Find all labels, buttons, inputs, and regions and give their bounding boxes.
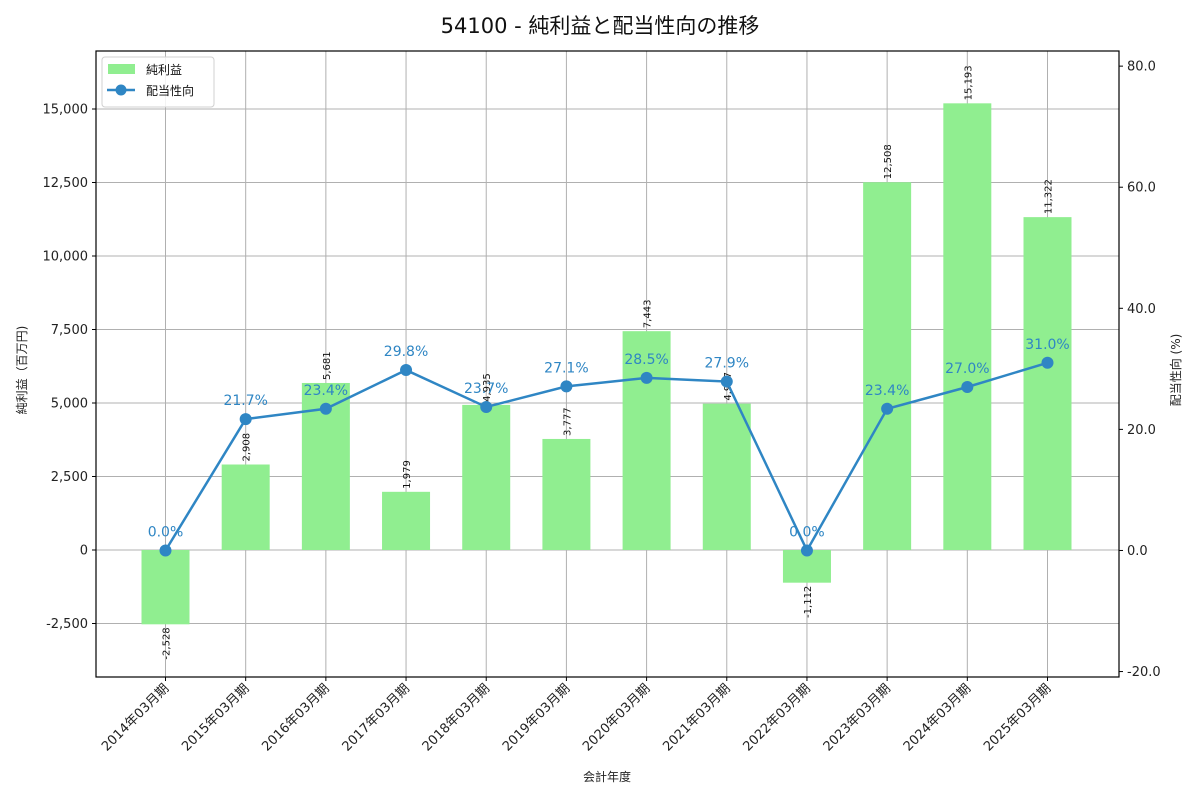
tick-label-category: 2020年03月期	[580, 681, 653, 754]
bar-value-label: 2,908	[242, 433, 253, 462]
bar-value-label: 5,681	[322, 351, 333, 380]
bar-value-label: 4,935	[482, 373, 493, 402]
legend-label-net-income: 純利益	[146, 63, 182, 77]
tick-label-category: 2024年03月期	[901, 681, 974, 754]
payout-ratio-marker	[560, 380, 573, 393]
bar-value-label: -2,528	[162, 627, 173, 659]
tick-label-category: 2016年03月期	[259, 681, 332, 754]
payout-ratio-marker	[400, 364, 413, 377]
tick-label-category: 2023年03月期	[821, 681, 894, 754]
payout-ratio-marker	[720, 375, 733, 388]
payout-ratio-label: 21.7%	[223, 393, 267, 409]
tick-label-left: 12,500	[43, 176, 89, 191]
tick-label-right: -20.0	[1127, 665, 1161, 680]
legend-marker-icon	[115, 84, 127, 96]
bar-value-label: 11,322	[1044, 179, 1055, 214]
payout-ratio-marker	[480, 400, 493, 413]
payout-ratio-line	[164, 361, 1048, 554]
y-axis-title-right: 配当性向 (%)	[1168, 334, 1183, 407]
payout-ratio-label: 23.7%	[464, 381, 508, 397]
payout-ratio-marker	[159, 544, 172, 557]
bar-net-income	[221, 464, 270, 550]
payout-ratio-marker	[961, 381, 974, 394]
bar-value-label: 3,777	[562, 407, 573, 436]
bar-net-income	[863, 182, 912, 550]
bar-net-income	[382, 491, 431, 550]
legend-label-payout-ratio: 配当性向	[146, 83, 194, 98]
payout-ratio-marker	[319, 402, 332, 415]
payout-ratio-label: 23.4%	[304, 383, 348, 399]
tick-label-right: 0.0	[1127, 544, 1148, 559]
tick-label-left: 2,500	[51, 470, 88, 485]
bar-value-label: 12,508	[883, 144, 894, 179]
tick-label-left: -2,500	[46, 617, 88, 632]
bar-net-income	[1023, 217, 1072, 550]
tick-label-category: 2015年03月期	[179, 681, 252, 754]
tick-label-right: 20.0	[1127, 423, 1156, 438]
bar-value-label: 15,193	[963, 65, 974, 100]
payout-ratio-label: 27.0%	[945, 361, 989, 377]
legend-bar-swatch-icon	[108, 64, 135, 74]
payout-ratio-marker	[800, 544, 813, 557]
payout-ratio-label: 29.8%	[384, 344, 428, 360]
bar-net-income	[462, 404, 511, 550]
tick-label-category: 2017年03月期	[340, 681, 413, 754]
payout-ratio-marker	[881, 402, 894, 415]
payout-ratio-label: 27.9%	[705, 356, 749, 372]
payout-ratio-marker	[640, 371, 653, 384]
payout-ratio-label: 31.0%	[1025, 337, 1069, 353]
payout-ratio-marker	[1041, 356, 1054, 369]
tick-label-right: 40.0	[1127, 302, 1156, 317]
bar-net-income	[943, 103, 992, 550]
bar-value-label: 7,443	[643, 300, 654, 329]
tick-label-category: 2022年03月期	[740, 681, 813, 754]
payout-ratio-label: 23.4%	[865, 383, 909, 399]
chart-title: 54100 - 純利益と配当性向の推移	[440, 14, 760, 38]
y-axis-title-left: 純利益（百万円)	[15, 326, 29, 415]
bar-net-income	[622, 331, 671, 550]
tick-label-category: 2018年03月期	[420, 681, 493, 754]
payout-ratio-label: 28.5%	[624, 352, 668, 368]
x-axis-title: 会計年度	[583, 769, 631, 784]
tick-label-left: 5,000	[51, 396, 88, 411]
tick-label-category: 2014年03月期	[99, 681, 172, 754]
tick-label-category: 2025年03月期	[981, 681, 1054, 754]
tick-label-category: 2019年03月期	[500, 681, 573, 754]
payout-ratio-label: 0.0%	[148, 524, 184, 540]
tick-label-left: 0	[80, 543, 88, 558]
payout-ratio-label: 27.1%	[544, 360, 588, 376]
payout-ratio-marker	[239, 413, 252, 426]
bar-net-income	[141, 549, 190, 625]
plot-frame	[95, 50, 1120, 678]
tick-label-left: 15,000	[43, 103, 89, 118]
payout-ratio-label: 0.0%	[789, 524, 825, 540]
tick-label-right: 80.0	[1127, 60, 1156, 75]
bar-net-income	[542, 438, 591, 550]
tick-label-category: 2021年03月期	[660, 681, 733, 754]
tick-label-left: 7,500	[51, 323, 88, 338]
bar-value-label: -1,112	[803, 586, 814, 618]
bar-net-income	[702, 403, 751, 550]
bar-value-label: 1,979	[402, 460, 413, 489]
tick-label-left: 10,000	[43, 250, 89, 265]
tick-label-right: 60.0	[1127, 181, 1156, 196]
